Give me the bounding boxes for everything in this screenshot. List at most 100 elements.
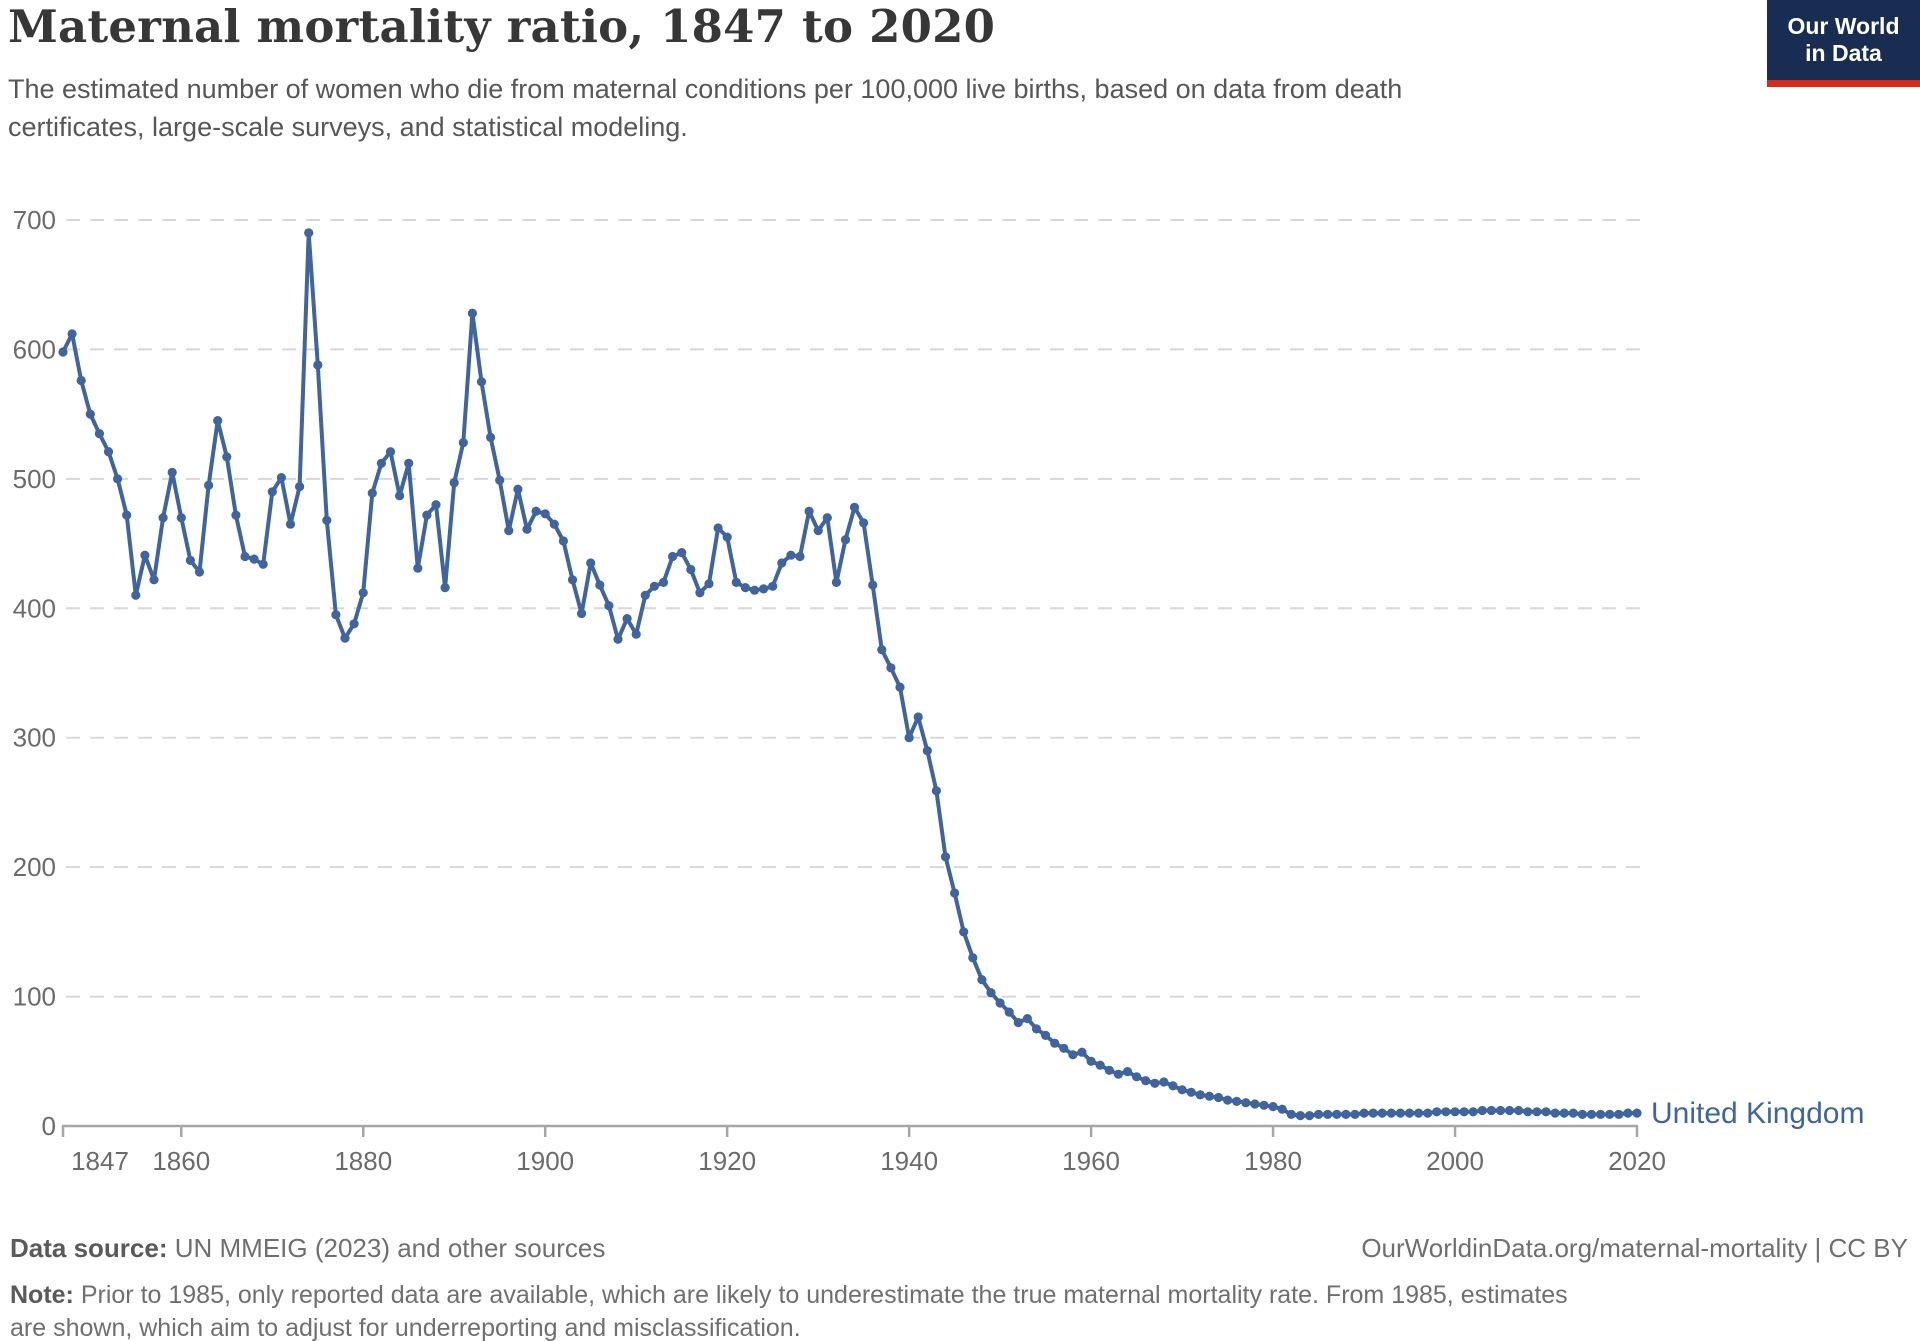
data-point-1863[interactable] (204, 480, 214, 490)
data-point-1973[interactable] (1204, 1091, 1214, 1101)
data-point-1906[interactable] (595, 580, 605, 590)
data-point-1871[interactable] (276, 473, 286, 483)
data-point-1905[interactable] (586, 558, 596, 568)
data-point-1878[interactable] (340, 633, 350, 643)
data-point-2004[interactable] (1486, 1105, 1496, 1116)
data-point-1907[interactable] (604, 601, 614, 611)
data-point-1956[interactable] (1050, 1038, 1060, 1048)
data-point-1965[interactable] (1132, 1072, 1142, 1082)
data-point-1895[interactable] (495, 475, 505, 485)
data-point-1925[interactable] (768, 581, 778, 591)
data-point-1889[interactable] (440, 583, 450, 593)
data-point-1981[interactable] (1277, 1104, 1287, 1114)
data-point-2006[interactable] (1505, 1105, 1515, 1116)
data-point-2013[interactable] (1568, 1108, 1578, 1118)
data-point-1943[interactable] (931, 786, 942, 796)
data-point-1916[interactable] (686, 564, 696, 575)
data-point-1872[interactable] (285, 519, 296, 529)
data-point-1960[interactable] (1086, 1056, 1096, 1066)
data-point-1953[interactable] (1022, 1014, 1032, 1024)
data-point-1847[interactable] (58, 347, 68, 357)
data-point-1993[interactable] (1386, 1108, 1396, 1118)
data-point-1967[interactable] (1150, 1078, 1160, 1088)
data-point-1977[interactable] (1241, 1098, 1251, 1108)
data-point-1909[interactable] (622, 614, 632, 624)
data-point-1873[interactable] (295, 482, 305, 492)
data-point-2009[interactable] (1532, 1107, 1542, 1117)
data-point-1950[interactable] (995, 998, 1005, 1008)
data-point-1986[interactable] (1323, 1109, 1333, 1119)
data-point-1935[interactable] (859, 518, 869, 528)
data-point-1932[interactable] (831, 577, 842, 588)
data-point-1882[interactable] (376, 458, 386, 468)
data-point-2001[interactable] (1459, 1107, 1469, 1117)
data-point-1971[interactable] (1186, 1087, 1196, 1097)
data-point-1898[interactable] (522, 524, 532, 534)
data-point-1969[interactable] (1168, 1081, 1178, 1091)
data-point-2003[interactable] (1477, 1105, 1487, 1116)
data-point-1867[interactable] (240, 551, 250, 562)
data-point-2020[interactable] (1632, 1108, 1642, 1118)
data-point-1899[interactable] (531, 506, 541, 516)
data-point-1941[interactable] (913, 712, 923, 722)
data-point-1996[interactable] (1414, 1108, 1424, 1118)
data-point-1890[interactable] (449, 478, 459, 488)
data-point-1852[interactable] (103, 447, 114, 457)
data-point-2010[interactable] (1541, 1107, 1551, 1117)
data-point-1945[interactable] (950, 888, 960, 898)
data-point-2015[interactable] (1586, 1109, 1597, 1119)
data-point-1990[interactable] (1359, 1108, 1369, 1118)
data-point-1927[interactable] (786, 550, 796, 560)
uk-series-line[interactable] (61, 230, 1639, 1118)
data-point-1904[interactable] (577, 608, 587, 619)
data-point-1861[interactable] (185, 555, 195, 566)
data-point-1962[interactable] (1104, 1065, 1114, 1075)
data-point-1851[interactable] (94, 429, 104, 439)
data-point-1869[interactable] (258, 559, 268, 569)
data-point-1938[interactable] (886, 663, 896, 673)
data-point-1976[interactable] (1232, 1096, 1242, 1106)
data-point-1982[interactable] (1286, 1109, 1296, 1119)
data-point-1874[interactable] (304, 228, 314, 238)
data-point-1923[interactable] (749, 585, 760, 595)
data-point-1999[interactable] (1441, 1107, 1451, 1117)
data-point-1922[interactable] (740, 583, 751, 593)
data-point-1961[interactable] (1095, 1060, 1105, 1070)
uk-series[interactable] (58, 228, 1642, 1121)
data-point-2008[interactable] (1523, 1107, 1533, 1117)
data-point-1921[interactable] (731, 577, 741, 588)
data-point-1949[interactable] (986, 988, 996, 998)
data-point-1865[interactable] (222, 452, 232, 462)
data-point-1954[interactable] (1031, 1024, 1042, 1034)
data-point-1858[interactable] (158, 513, 168, 523)
data-point-1855[interactable] (131, 590, 141, 600)
data-point-1991[interactable] (1368, 1108, 1378, 1118)
data-point-2016[interactable] (1596, 1109, 1606, 1119)
data-point-1920[interactable] (722, 532, 732, 542)
data-point-1910[interactable] (631, 629, 641, 639)
data-point-1901[interactable] (549, 519, 559, 529)
series-label-united-kingdom[interactable]: United Kingdom (1651, 1097, 1864, 1130)
data-point-1917[interactable] (695, 588, 705, 598)
data-point-1896[interactable] (504, 526, 514, 536)
credit-link[interactable]: OurWorldinData.org/maternal-mortality | … (1361, 1233, 1908, 1263)
data-point-1987[interactable] (1332, 1109, 1342, 1119)
data-point-2005[interactable] (1495, 1105, 1506, 1116)
data-point-1918[interactable] (704, 579, 714, 589)
data-point-1900[interactable] (540, 509, 550, 519)
data-point-1860[interactable] (176, 513, 186, 523)
data-point-2014[interactable] (1577, 1109, 1587, 1119)
data-point-1978[interactable] (1250, 1099, 1260, 1109)
data-point-1964[interactable] (1122, 1067, 1133, 1077)
data-point-1892[interactable] (467, 308, 477, 318)
data-point-1929[interactable] (804, 506, 814, 516)
data-point-1998[interactable] (1432, 1107, 1442, 1117)
data-point-1902[interactable] (558, 536, 569, 546)
data-point-1934[interactable] (849, 502, 860, 512)
data-point-1880[interactable] (358, 588, 368, 598)
data-point-1897[interactable] (513, 484, 523, 494)
data-point-1963[interactable] (1113, 1069, 1123, 1079)
data-point-1979[interactable] (1259, 1100, 1269, 1110)
data-point-1995[interactable] (1404, 1108, 1415, 1118)
